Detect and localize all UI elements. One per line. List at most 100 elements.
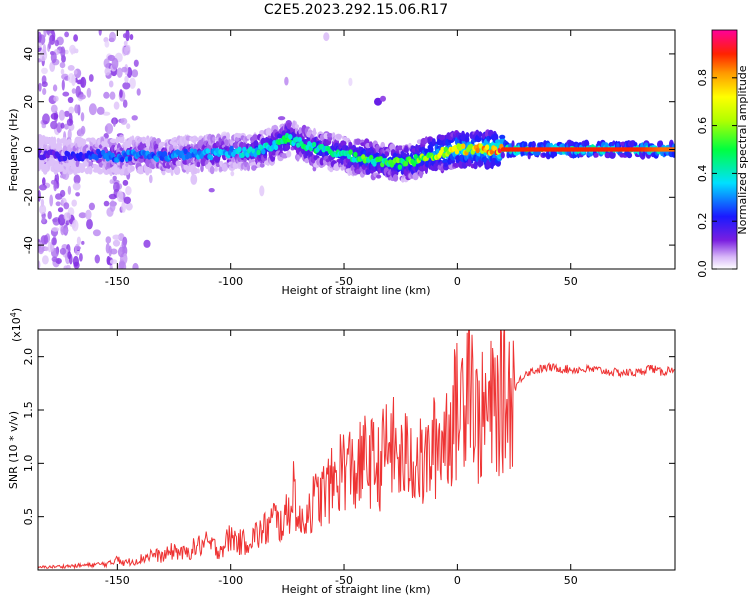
chart-title: C2E5.2023.292.15.06.R17 (264, 2, 448, 18)
heatmap-cell (243, 157, 247, 163)
heatmap-blob (112, 118, 116, 127)
heatmap-blob (126, 123, 131, 130)
heatmap-ridge (270, 144, 276, 150)
heatmap-blob (65, 219, 70, 226)
colorbar-tick-label: 0.4 (696, 165, 709, 183)
heatmap-ridge (162, 151, 168, 157)
snr-panel: -150 -100 -50 0 50 0.5 1.0 1.5 2.0 Height of st… (7, 308, 676, 596)
x-tick-label: -150 (105, 275, 130, 288)
heatmap-blob (190, 174, 198, 185)
heatmap-cell (551, 152, 558, 157)
heatmap-blob (39, 204, 47, 215)
heatmap-blob (71, 199, 77, 207)
heatmap-ridge (126, 149, 131, 156)
heatmap-cell (138, 157, 145, 163)
heatmap-cell (259, 130, 265, 135)
heatmap-blob (50, 51, 57, 64)
heatmap-cell (246, 163, 251, 172)
heatmap-blob (109, 91, 116, 100)
heatmap-blob (94, 254, 101, 264)
heatmap-blob (122, 33, 127, 39)
heatmap-blob (61, 228, 69, 234)
heatmap-blob (123, 253, 127, 258)
heatmap-cell (130, 165, 135, 172)
heatmap-blob (72, 255, 79, 267)
spectrogram-y-ticks: -40 -20 0 20 40 (22, 47, 675, 254)
heatmap-blob (55, 201, 61, 207)
heatmap-blob (108, 80, 114, 88)
heatmap-blob (47, 211, 52, 220)
heatmap-blob (73, 34, 78, 42)
heatmap-cell (53, 139, 57, 148)
heatmap-blob (42, 255, 49, 265)
heatmap-cell (75, 160, 80, 168)
heatmap-ridge (154, 156, 160, 163)
heatmap-blob (43, 234, 49, 245)
heatmap-blob (73, 174, 81, 185)
heatmap-blob (73, 70, 78, 75)
heatmap-blob (42, 44, 47, 56)
heatmap-cell (212, 136, 216, 142)
heatmap-cell (161, 170, 166, 176)
snr-frame (37, 329, 676, 571)
heatmap-cell (319, 157, 325, 166)
heatmap-blob (119, 89, 123, 98)
heatmap-ridge (110, 152, 115, 159)
heatmap-blob (62, 91, 70, 97)
heatmap-cell (209, 166, 215, 175)
heatmap-blob (85, 209, 92, 220)
heatmap-ridge (62, 155, 68, 162)
heatmap-ridge (454, 148, 460, 155)
heatmap-blob (133, 59, 139, 67)
heatmap-blob (54, 39, 59, 47)
heatmap-blob (49, 194, 54, 207)
heatmap-blob (53, 181, 58, 192)
heatmap-cell (467, 158, 472, 167)
heatmap-blob (57, 207, 64, 213)
heatmap-blob (64, 123, 69, 130)
heatmap-blob (149, 174, 153, 184)
heatmap-blob (42, 113, 50, 125)
heatmap-blob (52, 84, 58, 92)
heatmap-cell (165, 168, 172, 174)
heatmap-blob (109, 259, 118, 265)
heatmap-blob (108, 193, 117, 200)
y-tick-label: 20 (22, 95, 35, 109)
heatmap-blob (103, 58, 110, 68)
heatmap-blob (123, 196, 131, 204)
spectrogram-panel: -150 -100 -50 0 50 -40 -20 0 20 40 Height of str… (7, 29, 676, 297)
heatmap-blob (51, 256, 58, 262)
heatmap-cell (192, 167, 198, 175)
heatmap-cell (56, 137, 61, 144)
heatmap-blob (123, 40, 128, 46)
colorbar: 0.0 0.2 0.4 0.6 0.8 Normalized spectral ampl… (696, 29, 749, 278)
heatmap-cell (196, 161, 201, 168)
spectrogram-x-label: Height of straight line (km) (281, 284, 430, 297)
heatmap-blob (78, 94, 86, 100)
heatmap-ridge (288, 134, 293, 140)
heatmap-blob (98, 30, 102, 36)
heatmap-blob (86, 87, 92, 98)
heatmap-blob (112, 234, 120, 240)
heatmap-blob (132, 262, 139, 269)
heatmap-blob (42, 88, 47, 95)
heatmap-cell (286, 122, 291, 130)
heatmap-cell (671, 149, 675, 158)
heatmap-blob (67, 185, 72, 195)
heatmap-blob (51, 237, 57, 246)
heatmap-cell (259, 163, 265, 168)
heatmap-blob (50, 112, 59, 120)
heatmap-blob (323, 32, 330, 42)
heatmap-ridge (273, 144, 279, 151)
heatmap-blob (60, 68, 65, 75)
heatmap-blob (43, 30, 47, 38)
heatmap-blob (121, 66, 128, 73)
heatmap-blob (131, 69, 139, 78)
heatmap-cell (442, 158, 449, 164)
heatmap-cell (443, 162, 449, 167)
heatmap-cell (542, 152, 546, 157)
heatmap-blob (230, 170, 235, 177)
heatmap-blob (60, 46, 66, 59)
y-tick-label: 0 (22, 146, 35, 153)
heatmap-ridge (127, 155, 133, 162)
